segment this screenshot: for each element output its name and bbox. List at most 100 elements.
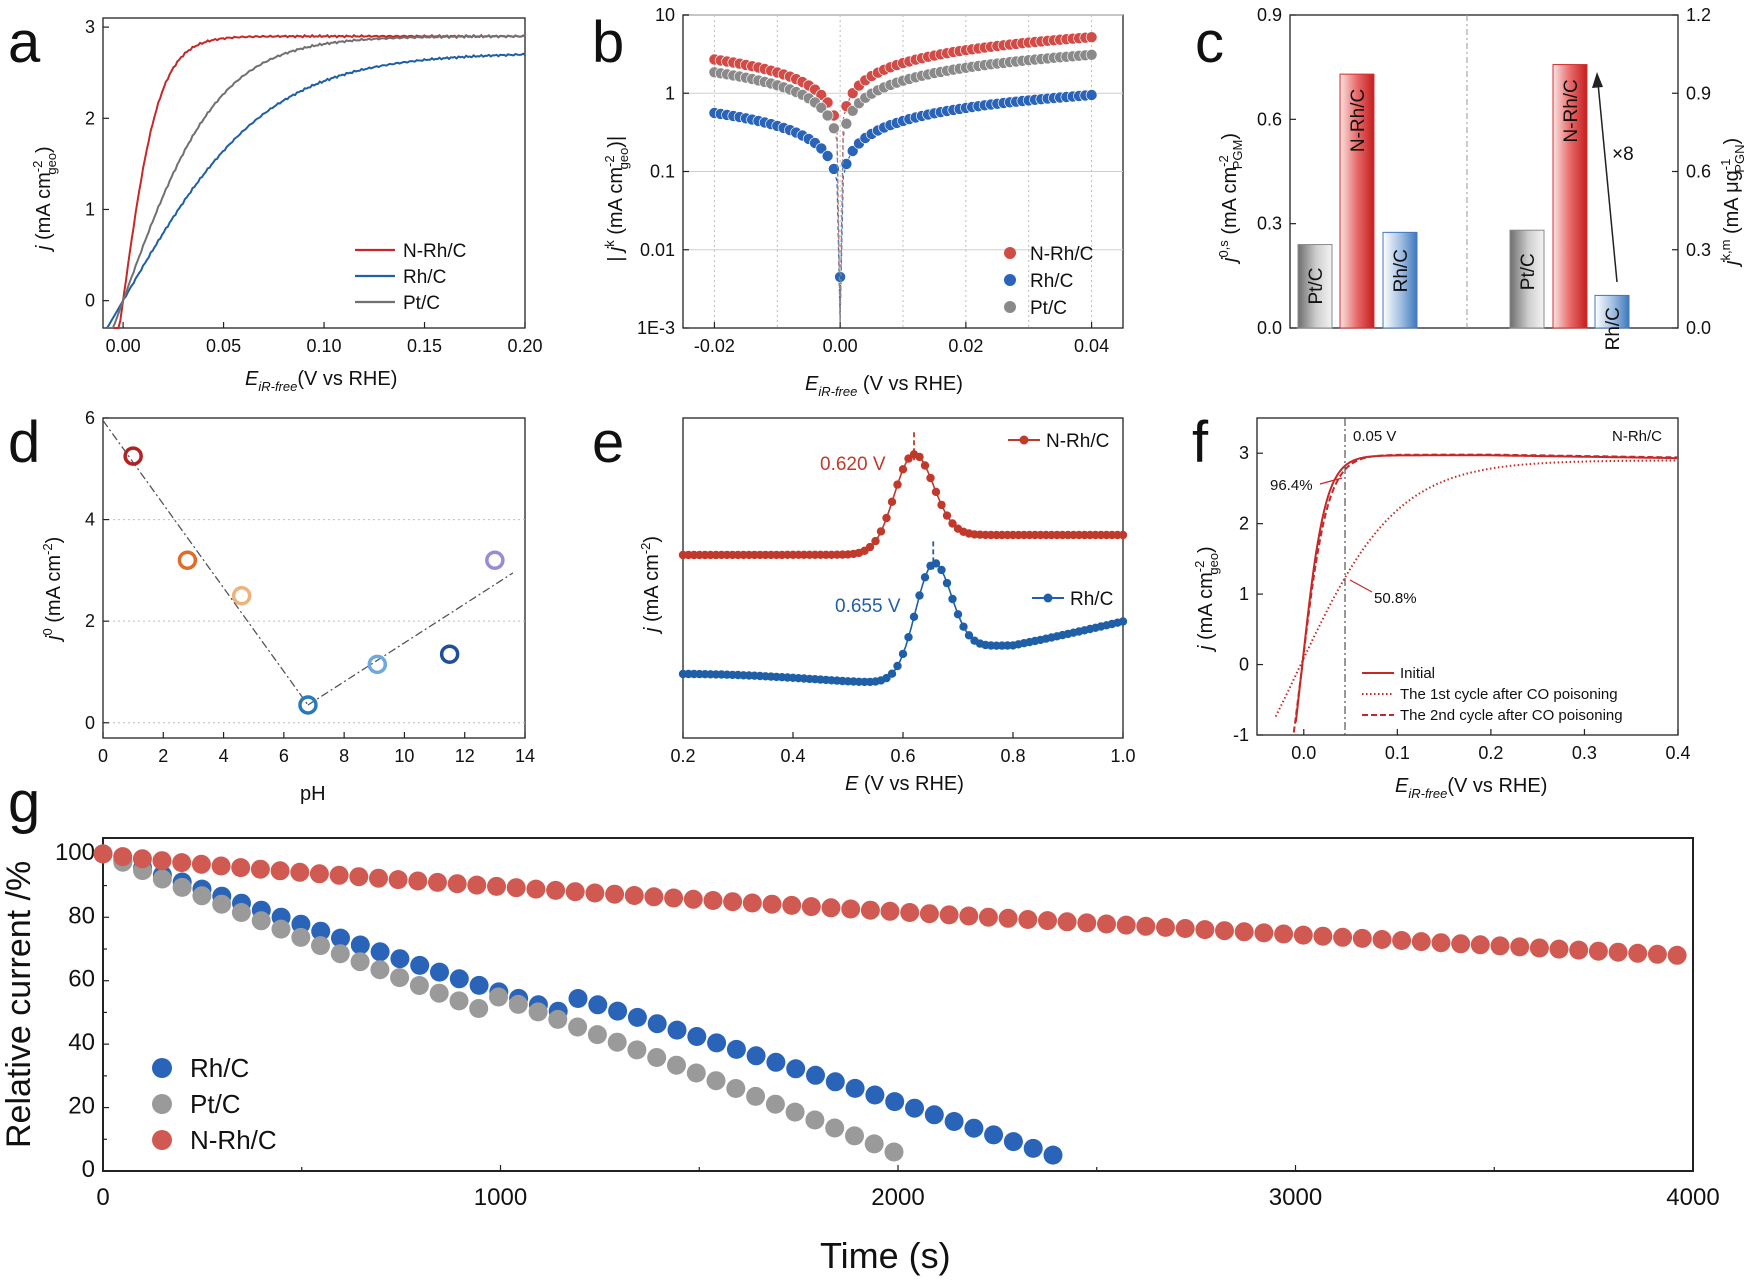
panel-c-ytick-label: 0.9 — [1257, 5, 1282, 25]
point-n-rh-c — [1529, 938, 1549, 958]
panel-e-xlabel: E (V vs RHE) — [845, 773, 964, 795]
panel-letter-g: g — [8, 770, 40, 835]
point-n-rh-c — [1667, 945, 1687, 965]
point-n-rh-c — [876, 527, 886, 536]
legend-dot-n-rh-c — [152, 1130, 172, 1150]
panel-c-right-ytick-label: 1.2 — [1686, 5, 1711, 25]
panel-g-ticks: 0 1000 2000 3000 4000 0 20 40 60 80 100 — [55, 839, 1720, 1211]
point-n-rh-c — [1293, 925, 1313, 945]
point-n-rh-c — [1254, 923, 1274, 943]
point-rh-c — [924, 1105, 944, 1125]
line-the-2nd-cycle-after-co-poisoning — [1292, 453, 1678, 733]
panel-b-ytick-label: 10 — [655, 5, 675, 25]
point-n-rh-c — [487, 876, 506, 896]
point-n-rh-c — [1116, 915, 1136, 935]
point-pt-c — [568, 1017, 588, 1037]
point-n-rh-c — [565, 882, 585, 902]
point-n-rh-c — [644, 887, 664, 907]
panel-a-xtick-label: 0.05 — [206, 336, 241, 356]
point-pt-c — [884, 1142, 904, 1162]
panel-b-xtick-label: 0.02 — [948, 336, 983, 356]
bar-n-rh-c-left — [1339, 73, 1375, 329]
panel-d-ylabel: j0 (mA cm-2) — [40, 537, 65, 643]
point-pt-c — [686, 1063, 706, 1083]
point-ph-4 — [298, 695, 318, 715]
point-n-rh-c — [1647, 944, 1667, 964]
point-rh-c — [667, 1020, 687, 1040]
point-pt-c — [469, 999, 489, 1018]
point-rh-c — [942, 578, 952, 588]
panel-d-xtick-label: 12 — [455, 746, 475, 766]
corner-label: N-Rh/C — [1612, 428, 1662, 445]
panel-e-chart: 0.2 0.4 0.6 0.8 1.0 N-Rh/C Rh/C 0.620 V 0.65… — [638, 417, 1136, 795]
point-rh-c — [815, 142, 828, 155]
point-pt-c — [785, 1102, 805, 1122]
legend-dot-pt-c — [152, 1094, 172, 1114]
panel-d-points — [123, 446, 505, 715]
point-n-rh-c — [920, 461, 930, 470]
point-n-rh-c — [132, 849, 152, 869]
point-n-rh-c — [1136, 916, 1156, 936]
legend-label-initial: Initial — [1400, 665, 1435, 682]
panel-c-arrow: ×8 — [1592, 72, 1634, 283]
panel-g-ytick-label: 20 — [68, 1093, 95, 1120]
point-n-rh-c — [1411, 932, 1431, 952]
point-n-rh-c — [369, 868, 388, 888]
point-n-rh-c — [1018, 910, 1038, 929]
panel-c-right-ytick-label: 0.9 — [1686, 83, 1711, 103]
bar-n-rh-c-right — [1552, 64, 1588, 329]
legend-dot-pt-c — [1004, 301, 1016, 313]
panel-g-xtick-label: 1000 — [474, 1184, 527, 1211]
point-rh-c — [331, 928, 350, 948]
point-ph-6 — [439, 644, 460, 664]
panel-b-xtick-label: -0.02 — [694, 336, 735, 356]
point-rh-c — [887, 669, 897, 678]
panel-b-ytick-label: 1 — [665, 83, 675, 103]
panel-a-frame — [102, 17, 526, 329]
point-n-rh-c — [1195, 920, 1215, 940]
panel-d-xtick-label: 14 — [515, 746, 535, 766]
point-rh-c — [825, 1072, 845, 1092]
point-rh-c — [840, 158, 853, 170]
point-n-rh-c — [801, 897, 821, 917]
point-n-rh-c — [231, 858, 251, 878]
point-rh-c — [959, 622, 968, 631]
point-n-rh-c — [152, 851, 172, 871]
point-n-rh-c — [526, 879, 546, 899]
point-pt-c — [291, 927, 311, 947]
legend-label-n-rh-c: N-Rh/C — [190, 1125, 277, 1155]
point-n-rh-c — [860, 900, 880, 920]
point-n-rh-c — [428, 872, 447, 892]
point-rh-c — [430, 962, 449, 982]
panel-c-bars: Pt/C N-Rh/C Rh/C Pt/C N-Rh/C Rh/C — [1297, 64, 1630, 350]
point-rh-c — [608, 1001, 628, 1021]
point-rh-c — [766, 1052, 786, 1072]
point-n-rh-c — [1470, 935, 1490, 955]
point-rh-c — [904, 633, 913, 642]
point-n-rh-c — [191, 854, 211, 874]
point-pt-c — [846, 105, 859, 117]
point-rh-c — [291, 914, 311, 934]
panel-d-xtick-label: 2 — [158, 746, 168, 766]
panel-letter-b: b — [592, 10, 624, 75]
panel-d-ticks: 0 2 4 6 8 10 12 14 0 2 4 6 — [85, 408, 535, 766]
panel-d-fit-lines — [102, 420, 514, 706]
curve-n-rh-c — [678, 432, 1128, 560]
legend-label-n-rh-c: N-Rh/C — [1046, 431, 1109, 452]
point-pt-c — [815, 102, 828, 114]
point-pt-c — [647, 1048, 667, 1067]
point-n-rh-c — [1118, 530, 1128, 540]
point-n-rh-c — [1234, 922, 1254, 942]
panel-g-ytick-label: 100 — [55, 839, 95, 866]
point-rh-c — [410, 955, 430, 975]
point-pt-c — [390, 968, 410, 988]
point-rh-c — [311, 921, 331, 941]
point-n-rh-c — [1038, 911, 1057, 931]
panel-e-curves — [678, 432, 1128, 687]
bar-label-pt-c: Pt/C — [1518, 253, 1539, 290]
point-pt-c — [429, 983, 449, 1003]
point-pt-c — [271, 919, 291, 939]
panel-g-ytick-label: 0 — [82, 1156, 95, 1183]
point-n-rh-c — [270, 861, 290, 881]
